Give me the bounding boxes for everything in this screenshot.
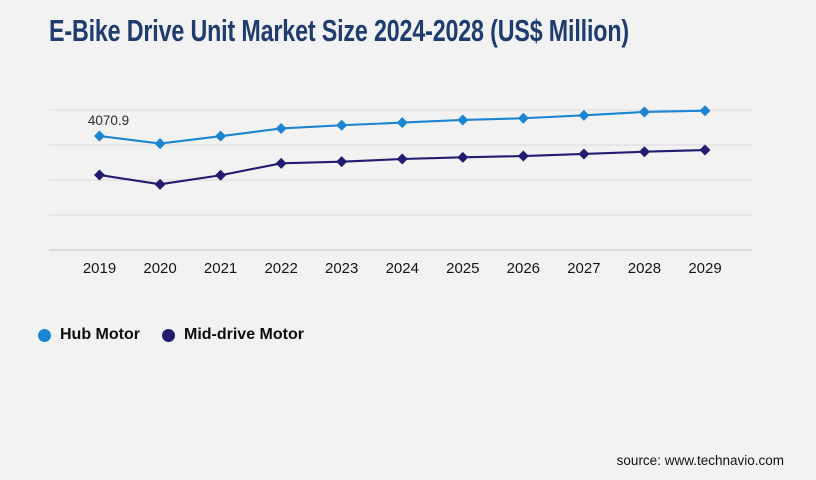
x-axis-label-2023: 2023 bbox=[325, 260, 358, 277]
line-chart: 2019 2020 2021 2022 2023 2024 2025 2026 2027 2028… bbox=[49, 105, 752, 277]
hub-motor-point-2019 bbox=[94, 130, 105, 142]
hub-motor-point-2028 bbox=[638, 106, 650, 118]
x-axis-label-2028: 2028 bbox=[628, 260, 661, 277]
hub-motor-point-2026 bbox=[517, 112, 529, 124]
hub-motor-legend-marker-icon bbox=[38, 328, 51, 342]
hub-motor-point-2029 bbox=[699, 105, 711, 117]
hub-motor-point-2021 bbox=[215, 130, 227, 142]
mid-drive-motor-point-2025 bbox=[457, 151, 469, 163]
hub-motor-point-2025 bbox=[457, 114, 469, 126]
x-axis-label-2025: 2025 bbox=[446, 260, 479, 277]
hub-motor-point-2027 bbox=[578, 109, 590, 121]
mid-drive-motor-point-2026 bbox=[517, 150, 529, 162]
mid-drive-motor-legend-label: Mid-drive Motor bbox=[183, 326, 304, 343]
legend-item-mid-drive-motor[interactable]: Mid-drive Motor bbox=[161, 326, 304, 344]
x-axis-label-2020: 2020 bbox=[143, 260, 176, 277]
hub-motor-point-2022 bbox=[275, 122, 287, 134]
mid-drive-motor-point-2023 bbox=[336, 156, 348, 168]
x-axis-label-2019: 2019 bbox=[83, 260, 116, 277]
mid-drive-motor-point-2019 bbox=[94, 169, 105, 181]
chart-title: E-Bike Drive Unit Market Size 2024-2028 … bbox=[49, 13, 629, 48]
mid-drive-motor-point-2021 bbox=[215, 169, 227, 181]
mid-drive-motor-legend-marker-icon bbox=[161, 328, 175, 342]
legend-item-hub-motor[interactable]: Hub Motor bbox=[38, 326, 140, 344]
mid-drive-motor-point-2024 bbox=[396, 153, 408, 165]
mid-drive-motor-point-2020 bbox=[154, 178, 166, 190]
chart-legend: Hub Motor Mid-drive Motor bbox=[38, 326, 304, 344]
source-attribution: source: www.technavio.com bbox=[616, 453, 784, 468]
x-axis-label-2029: 2029 bbox=[688, 260, 721, 277]
x-axis-label-2022: 2022 bbox=[264, 260, 297, 277]
mid-drive-motor-point-2029 bbox=[699, 144, 711, 156]
x-axis-label-2026: 2026 bbox=[507, 260, 540, 277]
hub-motor-legend-label: Hub Motor bbox=[60, 326, 140, 343]
x-axis-label-2024: 2024 bbox=[386, 260, 419, 277]
mid-drive-motor-point-2022 bbox=[275, 157, 287, 169]
mid-drive-motor-point-2027 bbox=[578, 148, 590, 160]
hub-motor-point-2020 bbox=[154, 138, 166, 150]
x-axis-label-2021: 2021 bbox=[204, 260, 237, 277]
x-axis-label-2027: 2027 bbox=[567, 260, 600, 277]
mid-drive-motor-point-2028 bbox=[638, 146, 650, 158]
hub-motor-point-2023 bbox=[336, 119, 348, 131]
data-label-hub-motor-2019: 4070.9 bbox=[88, 113, 129, 128]
hub-motor-point-2024 bbox=[396, 117, 408, 129]
